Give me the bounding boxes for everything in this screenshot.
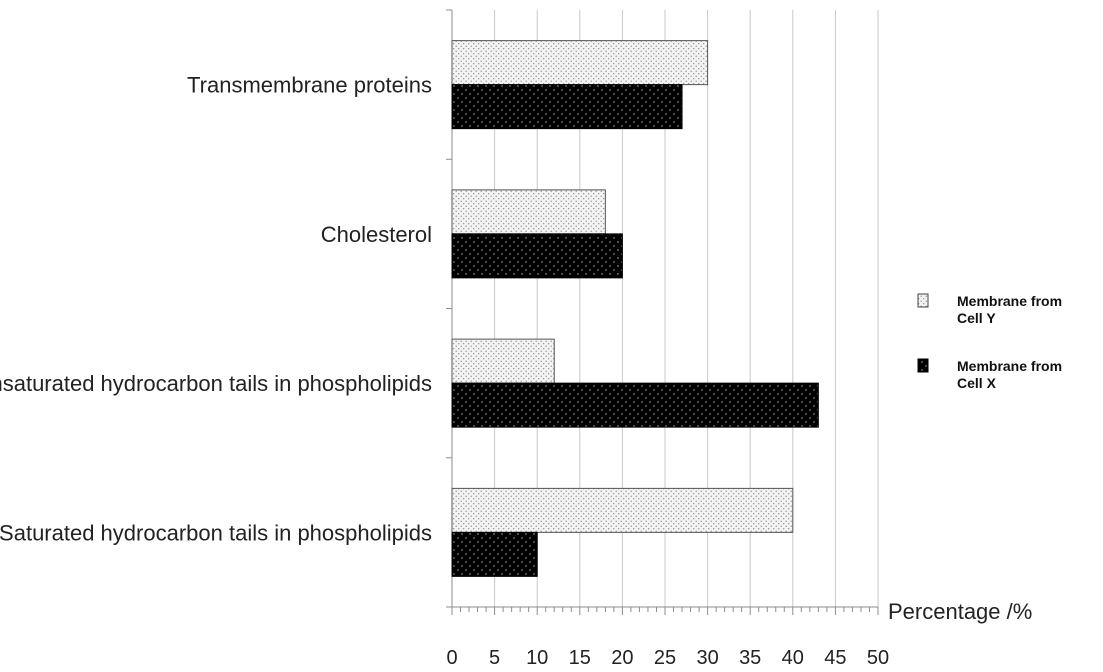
legend-label-cell-x-line2: Cell X	[957, 375, 997, 391]
x-tick-label-25: 25	[654, 647, 676, 669]
bar-cell-y-0	[451, 40, 709, 86]
legend: Membrane from Cell Y Membrane from Cell …	[917, 293, 1062, 391]
bar-cell-y-3	[451, 487, 794, 533]
category-label-2: Unsaturated hydrocarbon tails in phospho…	[0, 371, 432, 396]
category-label-3: Saturated hydrocarbon tails in phospholi…	[0, 520, 432, 545]
legend-label-cell-y-line1: Membrane from	[957, 293, 1062, 309]
legend-label-cell-y-line2: Cell Y	[957, 310, 996, 326]
x-axis-title: Percentage /%	[888, 599, 1032, 624]
x-tick-label-45: 45	[824, 647, 846, 669]
x-tick-label-10: 10	[526, 647, 548, 669]
x-tick-label-50: 50	[867, 647, 889, 669]
category-label-1: Cholesterol	[321, 222, 432, 247]
legend-swatch-cell-x	[917, 358, 929, 373]
x-tick-label-20: 20	[611, 647, 633, 669]
x-tick-label-35: 35	[739, 647, 761, 669]
bar-cell-x-3	[451, 531, 538, 577]
bar-cell-y-2	[451, 338, 555, 384]
legend-label-cell-x-line1: Membrane from	[957, 358, 1062, 374]
x-tick-label-15: 15	[569, 647, 591, 669]
x-tick-labels: 0 5 10 15 20 25 30 35 40 45 50	[446, 647, 889, 669]
bars	[451, 40, 819, 577]
x-tick-label-30: 30	[696, 647, 718, 669]
x-tick-label-5: 5	[489, 647, 500, 669]
x-tick-label-40: 40	[782, 647, 804, 669]
bar-cell-y-1	[451, 189, 606, 235]
bar-cell-x-1	[451, 233, 623, 279]
x-tick-label-0: 0	[446, 647, 457, 669]
category-labels: Transmembrane proteins Cholesterol Unsatur…	[0, 73, 432, 546]
category-label-0: Transmembrane proteins	[187, 73, 432, 98]
bar-cell-x-2	[451, 382, 819, 428]
bar-cell-x-0	[451, 84, 683, 130]
legend-swatch-cell-y	[917, 293, 929, 308]
